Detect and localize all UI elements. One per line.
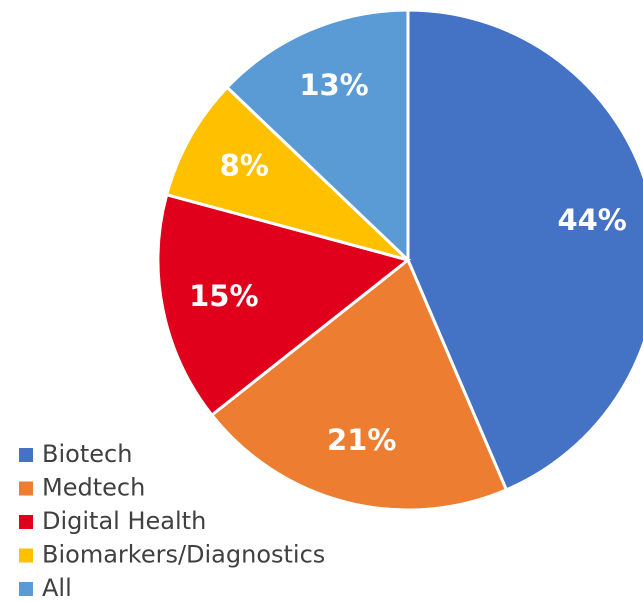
legend-swatch (19, 548, 33, 563)
data-label: 8% (220, 149, 269, 183)
data-label: 13% (299, 68, 368, 102)
data-label: 15% (189, 279, 258, 313)
legend-label: Digital Health (42, 507, 206, 535)
legend-swatch (19, 448, 33, 462)
legend-swatch (19, 481, 33, 496)
legend-swatch (19, 582, 33, 596)
pie-slice (406, 8, 643, 492)
legend-label: All (42, 574, 72, 602)
legend-swatch (19, 515, 33, 529)
legend-label: Medtech (42, 474, 145, 502)
pie-slice (164, 85, 410, 262)
legend-label: Biotech (42, 440, 132, 468)
pie-slice (209, 257, 509, 512)
legend-label: Biomarkers/Diagnostics (42, 541, 325, 569)
pie-slice (225, 8, 410, 264)
pie-slice (156, 192, 412, 418)
data-label: 44% (557, 203, 626, 237)
data-label: 21% (327, 423, 396, 457)
